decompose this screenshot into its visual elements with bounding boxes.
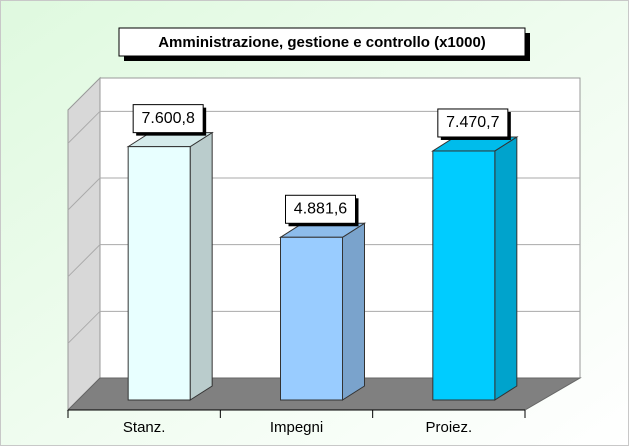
bar-side xyxy=(189,131,213,401)
title-box xyxy=(118,27,526,57)
x-tick-label: Impegni xyxy=(270,419,323,436)
value-label: 4.881,6 xyxy=(294,200,347,217)
label-box xyxy=(285,194,356,224)
grid-line xyxy=(67,310,580,344)
bar-side xyxy=(494,136,518,401)
grid-line xyxy=(67,110,580,144)
grid-line xyxy=(67,244,580,278)
grid-line xyxy=(67,177,580,211)
bar xyxy=(432,150,496,401)
bar-side xyxy=(342,222,365,401)
bar xyxy=(127,146,191,401)
chart-title: Amministrazione, gestione e controllo (x… xyxy=(158,34,486,51)
value-label: 7.470,7 xyxy=(446,114,499,131)
x-tick-label: Stanz. xyxy=(123,419,166,436)
bar xyxy=(280,236,343,401)
label-box xyxy=(132,104,204,134)
label-box xyxy=(437,108,509,138)
value-label: 7.600,8 xyxy=(141,110,194,127)
x-tick-label: Proiez. xyxy=(425,419,472,436)
